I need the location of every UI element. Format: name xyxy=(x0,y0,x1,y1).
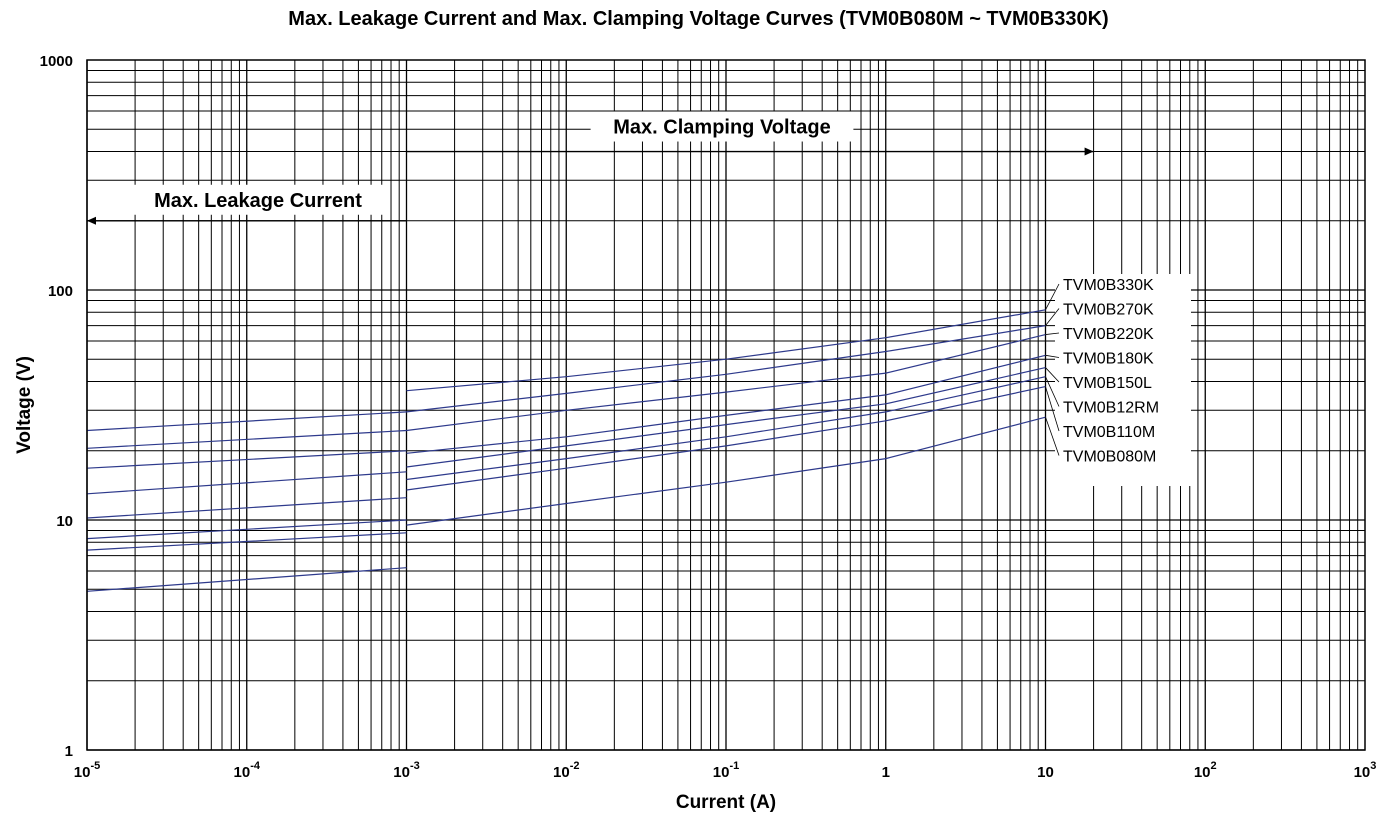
series-leader-line xyxy=(1045,332,1060,335)
annotation-arrow-head xyxy=(1084,147,1094,156)
series-label-tvm0b330k: TVM0B330K xyxy=(1063,277,1154,294)
leakage-curve-tvm0b220k xyxy=(86,450,407,469)
y-axis-title: Voltage (V) xyxy=(14,356,35,454)
series-label-tvm0b180k: TVM0B180K xyxy=(1063,351,1154,368)
x-tick-label: 10-4 xyxy=(234,760,261,781)
x-axis-title: Current (A) xyxy=(676,792,776,813)
x-tick-label: 1 xyxy=(882,764,890,781)
annotation-bg xyxy=(132,184,384,215)
series-label-tvm0b12rm: TVM0B12RM xyxy=(1063,400,1159,417)
series-label-tvm0b080m: TVM0B080M xyxy=(1063,449,1156,466)
clamping-curve-tvm0b270k xyxy=(406,325,1046,413)
x-tick-label: 10-5 xyxy=(74,760,100,781)
x-tick-label: 102 xyxy=(1194,760,1217,781)
curve-layer xyxy=(86,309,1046,592)
annotation-bg xyxy=(590,111,854,142)
series-leader-line xyxy=(1045,308,1060,326)
leakage-curve-tvm0b110m xyxy=(86,532,407,551)
series-label-box xyxy=(1055,274,1191,486)
y-tick-label: 1 xyxy=(65,743,73,760)
annotation-arrow-head xyxy=(87,216,96,225)
series-leader-line xyxy=(1045,367,1060,383)
clamping-curve-tvm0b080m xyxy=(406,416,1046,526)
x-tick-label: 10-1 xyxy=(713,760,739,781)
leakage-curve-tvm0b080m xyxy=(86,567,407,592)
annotation-clamping: Max. Clamping Voltage xyxy=(613,117,830,139)
series-label-tvm0b150l: TVM0B150L xyxy=(1063,375,1152,392)
axis-layer: 1 10 100 1000 10-5 10-4 10-3 10-2 10-1 1 10 102 103 xyxy=(40,53,1377,781)
leakage-curve-tvm0b270k xyxy=(86,429,407,449)
leakage-curve-tvm0b150l xyxy=(86,497,407,519)
series-label-tvm0b110m: TVM0B110M xyxy=(1063,424,1155,441)
y-tick-label: 1000 xyxy=(40,53,73,70)
leakage-curve-tvm0b180k xyxy=(86,471,407,495)
series-leader-line xyxy=(1045,386,1060,432)
x-tick-label: 10 xyxy=(1037,764,1054,781)
plot-frame xyxy=(86,59,1366,751)
chart-title: Max. Leakage Current and Max. Clamping V… xyxy=(288,8,1109,30)
clamping-curve-tvm0b150l xyxy=(406,367,1046,468)
clamping-curve-tvm0b12rm xyxy=(406,376,1046,481)
clamping-curve-tvm0b110m xyxy=(406,386,1046,491)
clamping-curve-tvm0b330k xyxy=(406,309,1046,392)
x-tick-label: 103 xyxy=(1354,760,1377,781)
leakage-curve-tvm0b12rm xyxy=(86,519,407,540)
series-leader-line xyxy=(1045,376,1060,407)
x-tick-label: 10-3 xyxy=(393,760,419,781)
clamping-curve-tvm0b180k xyxy=(406,354,1046,454)
y-tick-label: 10 xyxy=(56,513,73,530)
series-leader-line xyxy=(1045,417,1060,456)
label-layer: TVM0B330K TVM0B270K TVM0B220K TVM0B180K TVM0… xyxy=(87,111,1191,486)
series-label-tvm0b220k: TVM0B220K xyxy=(1063,326,1154,343)
x-tick-label: 10-2 xyxy=(553,760,579,781)
series-leader-line xyxy=(1045,354,1060,358)
series-leader-line xyxy=(1045,283,1060,311)
annotation-leakage: Max. Leakage Current xyxy=(154,190,362,212)
y-tick-label: 100 xyxy=(48,283,73,300)
clamping-curve-tvm0b220k xyxy=(406,334,1046,432)
series-label-tvm0b270k: TVM0B270K xyxy=(1063,302,1154,319)
leakage-curve-tvm0b330k xyxy=(86,411,407,432)
